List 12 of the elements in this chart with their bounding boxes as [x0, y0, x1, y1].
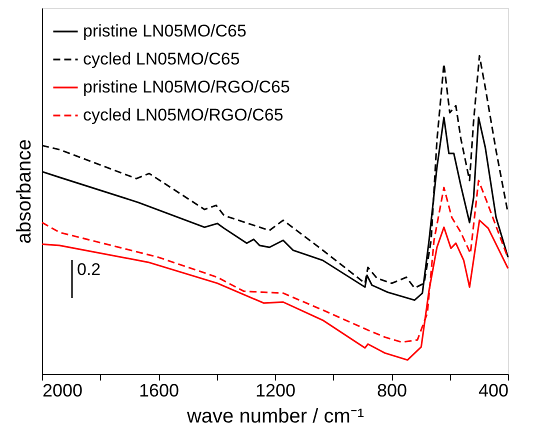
legend-label: pristine LN05MO/RGO/C65 [83, 78, 290, 96]
x-tick-label: 400 [478, 380, 508, 400]
annotation: 0.2 [77, 260, 101, 279]
x-tick-label: 1200 [255, 380, 296, 400]
legend-label: cycled LN05MO/RGO/C65 [83, 106, 284, 124]
y-axis-title: absorbance [14, 139, 36, 244]
x-tick-label: 2000 [42, 380, 83, 400]
legend-label: pristine LN05MO/C65 [83, 22, 246, 40]
x-tick-label: 800 [376, 380, 408, 400]
x-tick-label: 1600 [138, 380, 180, 400]
x-axis-title: wave number / cm⁻¹ [186, 406, 364, 428]
legend-label: cycled LN05MO/C65 [83, 50, 240, 68]
